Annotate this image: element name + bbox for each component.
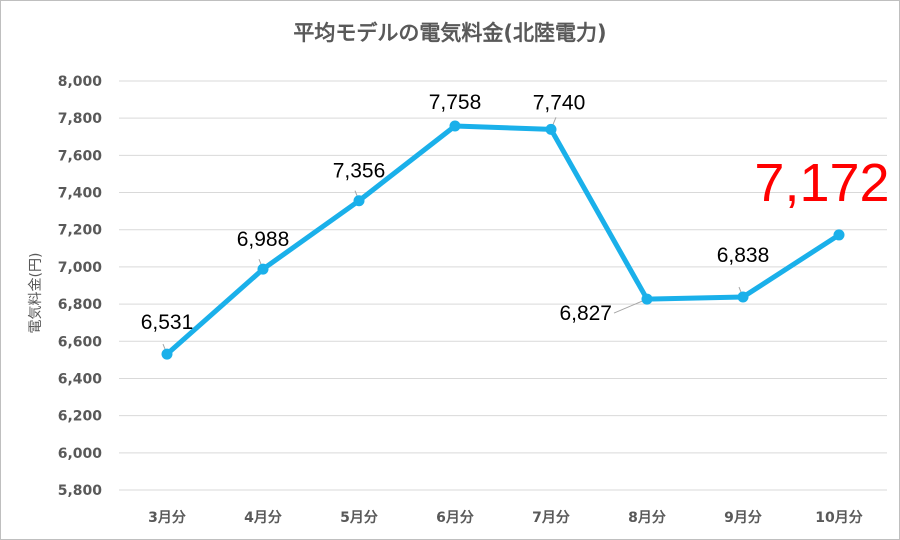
x-tick-label: 10月分 <box>815 510 862 526</box>
chart-title: 平均モデルの電気料金(北陸電力) <box>293 21 607 45</box>
x-tick-label: 4月分 <box>244 510 282 526</box>
y-tick-label: 6,200 <box>58 409 103 425</box>
y-tick-label: 7,600 <box>58 148 103 164</box>
y-tick-label: 6,000 <box>58 446 103 462</box>
data-labels: 6,531 6,988 7,356 7,758 7,740 6,827 6,838 7,172 <box>141 91 890 334</box>
y-tick-label: 7,200 <box>58 223 103 239</box>
y-tick-label: 7,400 <box>58 186 103 202</box>
x-tick-label: 5月分 <box>340 510 378 526</box>
series-line <box>164 123 842 357</box>
x-tick-label: 9月分 <box>724 510 762 526</box>
label-leader-line <box>613 298 648 314</box>
data-point <box>833 229 845 241</box>
x-tick-label: 6月分 <box>436 510 474 526</box>
data-point <box>449 120 461 132</box>
y-axis-ticks: 5,800 6,000 6,200 6,400 6,600 6,800 7,000 7,200… <box>58 74 103 499</box>
data-label: 7,740 <box>533 91 586 114</box>
data-point <box>641 293 653 305</box>
x-tick-label: 3月分 <box>148 510 186 526</box>
data-point <box>737 291 749 303</box>
highlighted-data-label: 7,172 <box>754 153 889 213</box>
data-label: 6,827 <box>559 302 612 325</box>
y-tick-label: 8,000 <box>58 74 103 90</box>
data-point <box>545 123 557 135</box>
data-point <box>257 263 269 275</box>
data-point <box>353 195 365 207</box>
x-tick-label: 8月分 <box>628 510 666 526</box>
series-layer <box>161 120 845 360</box>
y-tick-label: 6,800 <box>58 297 103 313</box>
x-axis-ticks: 3月分 4月分 5月分 6月分 7月分 8月分 9月分 10月分 <box>148 510 863 526</box>
y-tick-label: 7,800 <box>58 111 103 127</box>
data-label: 6,531 <box>141 311 194 334</box>
gridlines <box>119 80 887 491</box>
y-tick-label: 6,400 <box>58 371 103 387</box>
data-label: 7,758 <box>429 91 482 114</box>
y-tick-label: 6,600 <box>58 334 103 350</box>
data-label: 6,988 <box>237 228 290 251</box>
data-label: 6,838 <box>717 244 770 267</box>
y-tick-label: 7,000 <box>58 260 103 276</box>
data-point <box>161 348 173 360</box>
x-tick-label: 7月分 <box>532 510 570 526</box>
data-label: 7,356 <box>333 160 386 183</box>
y-tick-label: 5,800 <box>58 483 103 499</box>
